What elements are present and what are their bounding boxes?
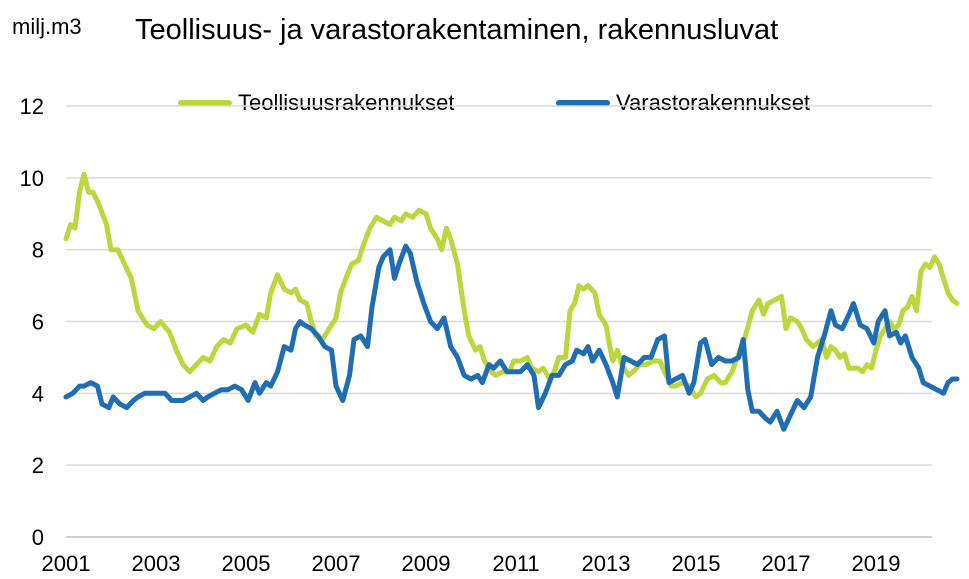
y-tick-label: 8 [32, 238, 44, 263]
x-tick-label: 2009 [402, 551, 451, 576]
legend-swatch-varasto [556, 100, 610, 106]
x-tick-label: 2001 [42, 551, 91, 576]
x-tick-label: 2019 [852, 551, 901, 576]
series-line-varasto [63, 243, 960, 432]
y-tick-label: 4 [32, 381, 44, 406]
series-line-teollisuus [63, 171, 960, 400]
y-tick-label: 0 [32, 525, 44, 550]
chart-legend: Teollisuusrakennukset Varastorakennukset [0, 90, 969, 120]
x-tick-label: 2011 [492, 551, 539, 576]
legend-label-teollisuus: Teollisuusrakennukset [238, 90, 455, 115]
gridlines [66, 105, 932, 466]
legend-item-teollisuus: Teollisuusrakennukset [178, 90, 454, 116]
x-tick-label: 2017 [762, 551, 811, 576]
legend-item-varasto: Varastorakennukset [556, 90, 810, 116]
y-tick-label: 6 [32, 310, 44, 335]
x-axis-tick-labels: 2001 2003 2005 2007 2009 2011 2013 2015 2017 2019 [42, 551, 901, 576]
x-tick-label: 2015 [672, 551, 721, 576]
y-tick-label: 2 [32, 453, 44, 478]
legend-label-varasto: Varastorakennukset [616, 90, 811, 115]
y-axis-tick-labels: 0 2 4 6 8 10 12 [20, 94, 44, 550]
x-tick-label: 2003 [132, 551, 181, 576]
series-lines [63, 171, 960, 432]
y-axis-unit-label: milj.m3 [12, 14, 82, 39]
y-tick-label: 12 [20, 94, 44, 119]
x-tick-label: 2013 [582, 551, 631, 576]
y-tick-label: 10 [20, 166, 44, 191]
x-tick-label: 2005 [222, 551, 271, 576]
chart-title: Teollisuus- ja varastorakentaminen, rake… [135, 14, 779, 46]
x-tick-label: 2007 [312, 551, 361, 576]
legend-swatch-teollisuus [178, 100, 232, 106]
